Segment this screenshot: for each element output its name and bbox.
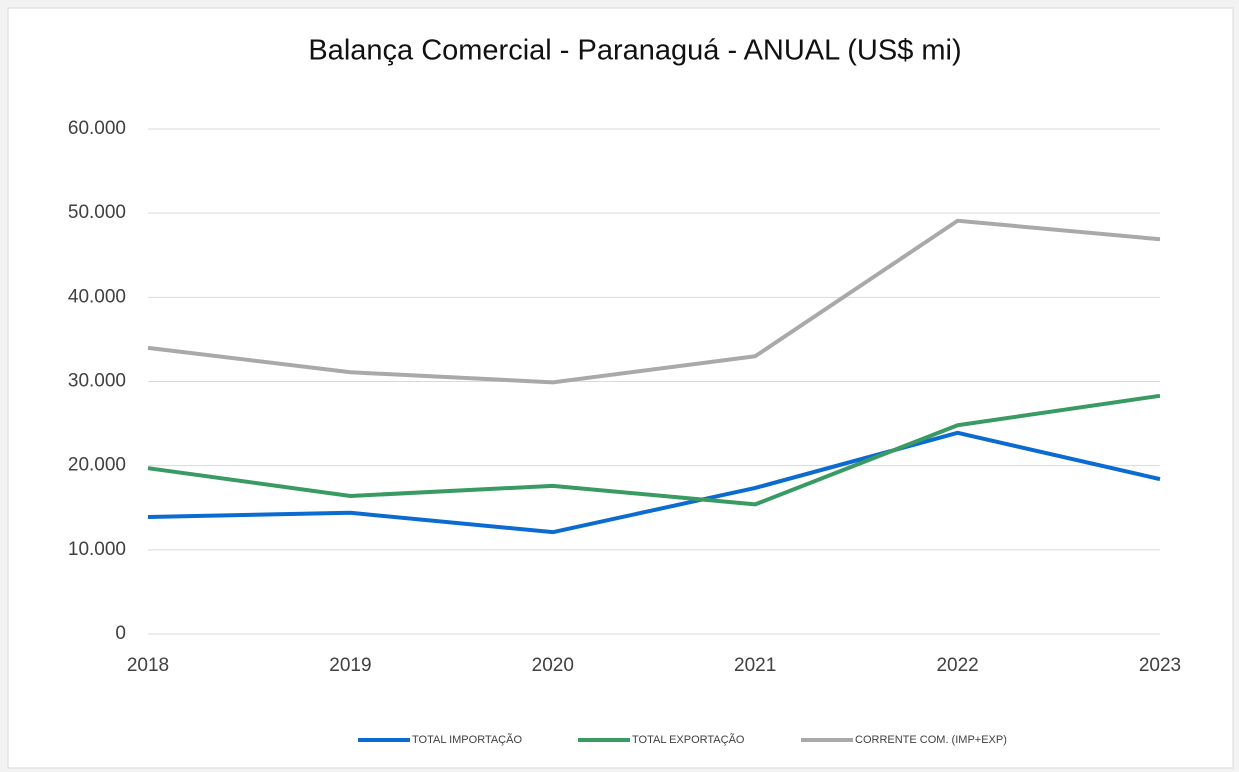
series-line [147,218,1161,385]
x-tick-label: 2022 [936,655,978,676]
x-tick-label: 2020 [532,655,574,676]
y-tick-label: 60.000 [68,118,126,139]
series-line [147,430,1161,535]
y-tick-label: 30.000 [68,371,126,392]
y-tick-label: 0 [115,623,126,644]
legend-label: TOTAL EXPORTAÇÃO [632,733,745,746]
x-tick-label: 2021 [734,655,776,676]
x-tick-label: 2023 [1139,655,1181,676]
x-tick-label: 2018 [127,655,169,676]
x-tick-label: 2019 [329,655,371,676]
y-tick-label: 50.000 [68,202,126,223]
series-line [147,393,1161,507]
legend-label: CORRENTE COM. (IMP+EXP) [855,734,1007,746]
chart-title: Balança Comercial - Paranaguá - ANUAL (U… [308,35,961,67]
y-tick-label: 40.000 [68,286,126,307]
chart-area [7,7,1234,769]
y-tick-label: 20.000 [68,455,126,476]
y-tick-label: 10.000 [68,539,126,560]
legend-label: TOTAL IMPORTAÇÃO [412,733,522,746]
